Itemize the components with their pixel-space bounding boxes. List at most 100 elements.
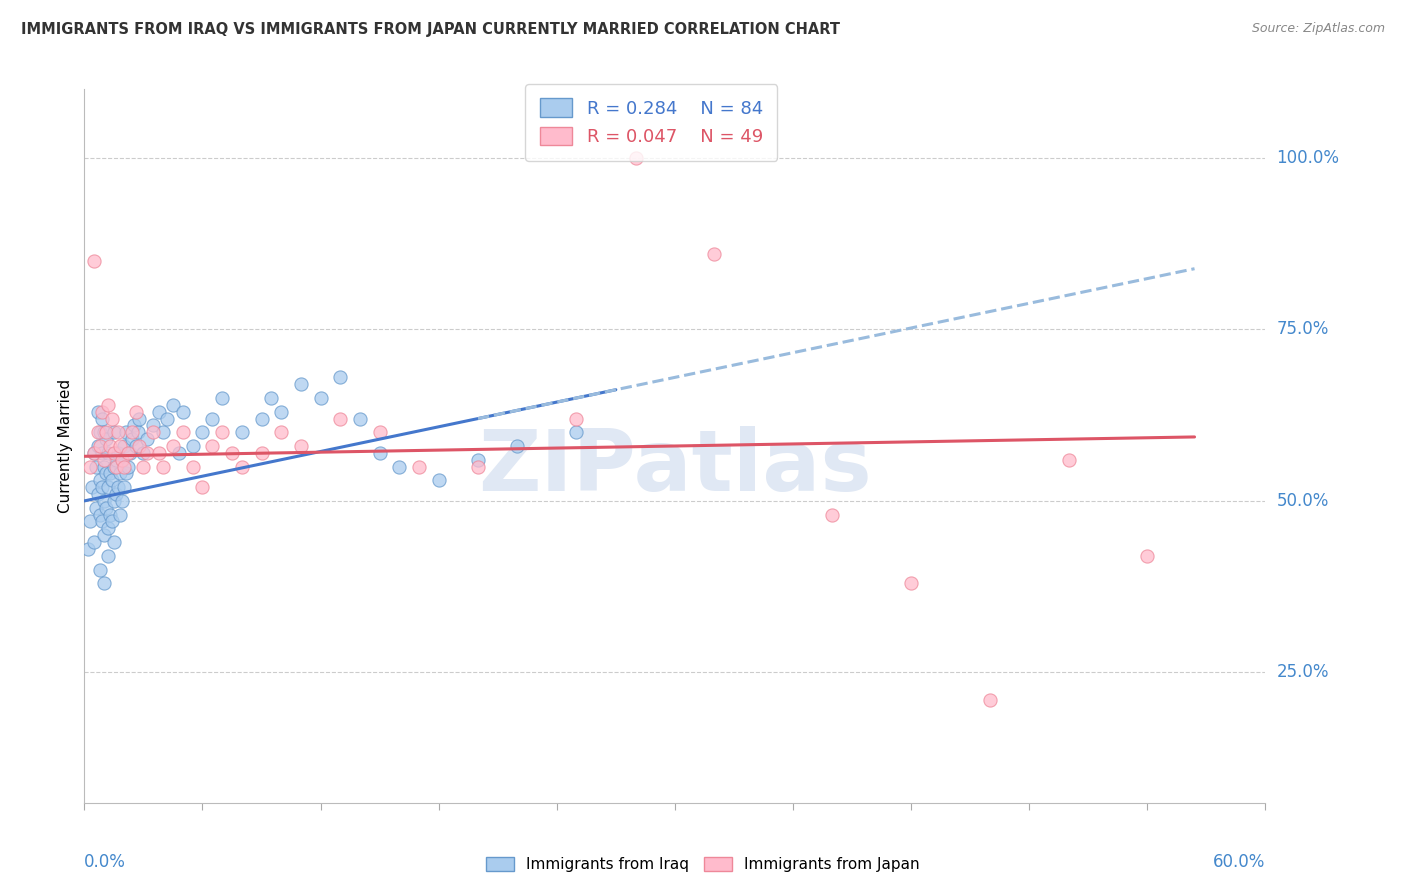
Point [101,411,124,425]
Point [107,425,129,440]
Point [111,452,134,467]
Point [624,151,647,165]
Point [231,425,253,440]
Point [388,459,411,474]
Point [136,446,159,460]
Point [83,535,105,549]
Point [114,425,136,440]
Point [201,411,224,425]
Text: 0.0%: 0.0% [84,853,127,871]
Point [427,473,450,487]
Point [98,467,121,481]
Point [132,446,155,460]
Point [112,439,135,453]
Point [93,494,115,508]
Point [128,411,150,425]
Point [128,439,150,453]
Point [368,446,391,460]
Point [142,418,165,433]
Point [77,541,100,556]
Point [191,425,214,440]
Point [94,467,117,481]
Point [368,425,391,440]
Point [89,473,111,487]
Point [101,515,124,529]
Point [84,459,107,474]
Point [84,500,107,515]
Point [93,452,115,467]
Point [156,411,179,425]
Point [103,535,125,549]
Point [250,411,273,425]
Text: IMMIGRANTS FROM IRAQ VS IMMIGRANTS FROM JAPAN CURRENTLY MARRIED CORRELATION CHAR: IMMIGRANTS FROM IRAQ VS IMMIGRANTS FROM … [21,22,841,37]
Point [103,459,125,474]
Point [467,452,489,467]
Point [506,439,529,453]
Text: 25.0%: 25.0% [1277,664,1329,681]
Point [112,459,135,474]
Point [408,459,430,474]
Point [91,446,114,460]
Point [172,425,194,440]
Point [260,391,283,405]
Point [87,425,110,440]
Point [201,439,224,453]
Point [124,405,146,419]
Legend: Immigrants from Iraq, Immigrants from Japan: Immigrants from Iraq, Immigrants from Ja… [478,849,928,880]
Point [181,439,204,453]
Point [117,459,139,474]
Point [172,405,194,419]
Point [900,576,922,591]
Point [152,425,174,440]
Point [111,452,134,467]
Point [231,459,253,474]
Point [565,411,588,425]
Point [703,247,725,261]
Text: 60.0%: 60.0% [1213,853,1265,871]
Point [89,425,111,440]
Point [821,508,844,522]
Point [93,425,115,440]
Point [329,411,352,425]
Point [565,425,588,440]
Point [467,459,489,474]
Point [89,439,111,453]
Point [191,480,214,494]
Point [97,398,120,412]
Point [1136,549,1159,563]
Point [122,418,145,433]
Point [83,446,105,460]
Text: Source: ZipAtlas.com: Source: ZipAtlas.com [1251,22,1385,36]
Point [979,693,1001,707]
Point [290,439,312,453]
Point [94,425,117,440]
Text: 75.0%: 75.0% [1277,320,1329,338]
Point [270,405,292,419]
Point [162,439,184,453]
Point [132,459,155,474]
Point [79,515,101,529]
Point [103,425,125,440]
Point [211,425,233,440]
Point [1057,452,1080,467]
Point [94,500,117,515]
Point [91,405,114,419]
Point [87,439,110,453]
Point [114,467,136,481]
Point [121,425,143,440]
Point [221,446,243,460]
Point [127,425,149,440]
Point [250,446,273,460]
Y-axis label: Currently Married: Currently Married [58,379,73,513]
Point [121,432,143,446]
Point [93,528,115,542]
Point [97,480,120,494]
Point [104,487,127,501]
Point [89,562,111,576]
Text: 100.0%: 100.0% [1277,149,1340,167]
Point [83,446,105,460]
Point [211,391,233,405]
Point [93,459,115,474]
Point [349,411,371,425]
Point [108,467,131,481]
